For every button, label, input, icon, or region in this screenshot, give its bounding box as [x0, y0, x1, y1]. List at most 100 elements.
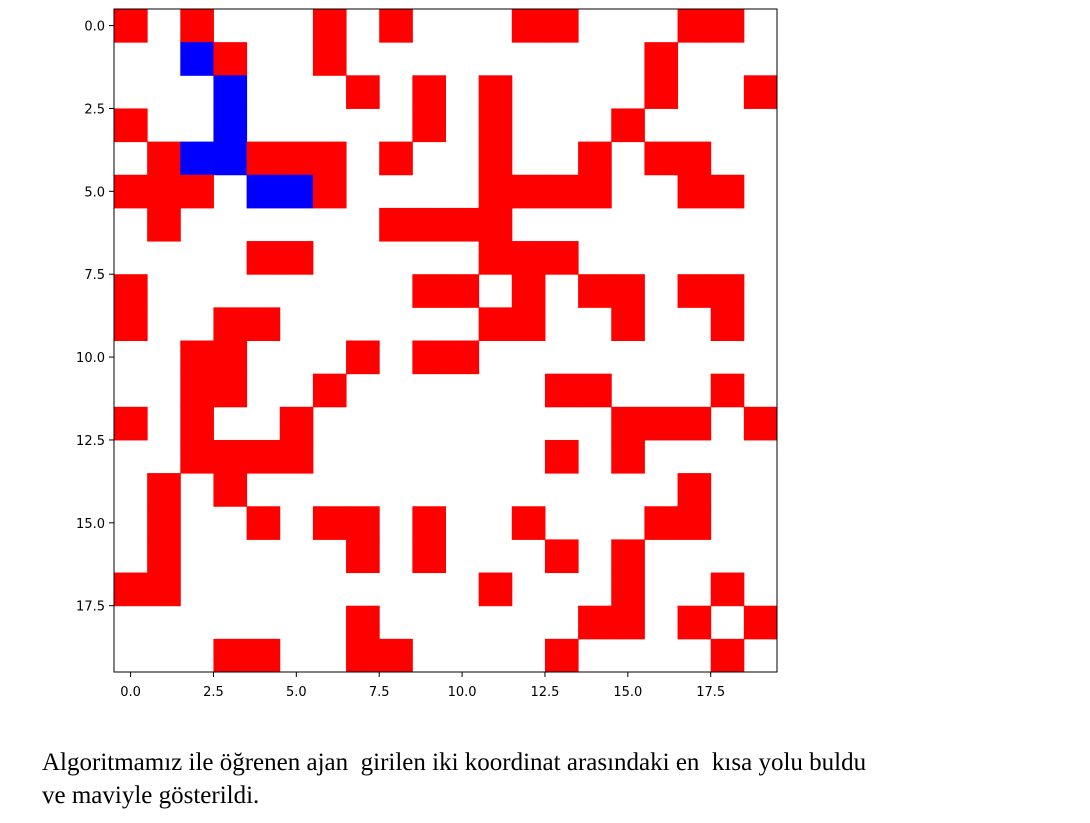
- obstacle-cell-12-2: [180, 406, 214, 441]
- obstacle-cell-3-15: [611, 108, 645, 143]
- x-tick-label: 7.5: [369, 685, 390, 700]
- obstacle-cell-2-19: [743, 75, 778, 109]
- obstacle-cell-13-4: [246, 439, 281, 474]
- obstacle-cell-17-11: [478, 572, 513, 607]
- obstacle-cell-5-11: [478, 174, 513, 209]
- y-tick-label: 12.5: [76, 434, 105, 449]
- obstacle-cell-11-18: [710, 373, 745, 408]
- path-cell-5-4: [246, 174, 281, 209]
- obstacle-cell-0-18: [710, 9, 745, 43]
- x-tick-label: 5.0: [286, 685, 307, 700]
- x-axis: 0.0 2.5 5.0 7.5 10.0 12.5 15.0 17.5: [120, 672, 725, 700]
- obstacle-cell-17-15: [611, 572, 645, 607]
- obstacle-cell-9-4: [246, 307, 281, 341]
- x-tick-label: 17.5: [696, 685, 725, 700]
- y-axis: 0.0 2.5 5.0 7.5 10.0 12.5 15.0 17.5: [76, 20, 114, 615]
- obstacle-cell-9-3: [213, 307, 248, 341]
- obstacle-cell-14-1: [147, 473, 181, 507]
- obstacle-cell-1-16: [644, 42, 679, 76]
- obstacle-cell-8-18: [710, 274, 745, 308]
- obstacle-cell-17-1: [147, 572, 181, 607]
- obstacle-cell-16-13: [544, 539, 579, 574]
- obstacle-cell-11-6: [312, 373, 347, 408]
- obstacle-cell-7-12: [511, 241, 546, 275]
- obstacle-cell-5-1: [147, 174, 181, 209]
- obstacle-cell-0-8: [379, 9, 413, 43]
- obstacle-cell-8-9: [412, 274, 446, 308]
- obstacle-cell-3-11: [478, 108, 513, 143]
- obstacle-cell-4-1: [147, 141, 181, 176]
- obstacle-cell-13-15: [611, 439, 645, 474]
- obstacle-cell-2-16: [644, 75, 679, 109]
- path-cell-4-2: [180, 141, 214, 176]
- obstacle-cell-8-12: [511, 274, 546, 308]
- obstacle-cell-17-18: [710, 572, 745, 607]
- obstacle-cell-19-4: [246, 638, 281, 673]
- obstacle-cell-9-12: [511, 307, 546, 341]
- path-cell-3-3: [213, 108, 248, 143]
- obstacle-cell-9-0: [114, 307, 148, 341]
- obstacle-cell-19-18: [710, 638, 745, 673]
- obstacle-cell-18-7: [346, 605, 380, 640]
- grid-cells: [114, 9, 778, 673]
- path-cell-1-2: [180, 42, 214, 76]
- obstacle-cell-1-3: [213, 42, 248, 76]
- obstacle-cell-8-15: [611, 274, 645, 308]
- y-tick-label: 10.0: [76, 351, 105, 366]
- axes-frame: [113, 8, 778, 673]
- path-cell-2-3: [213, 75, 248, 109]
- obstacle-cell-4-16: [644, 141, 679, 176]
- obstacle-cell-18-15: [611, 605, 645, 640]
- obstacle-cell-0-6: [312, 9, 347, 43]
- obstacle-cell-11-14: [578, 373, 612, 408]
- obstacle-cell-6-1: [147, 207, 181, 242]
- obstacle-cell-2-11: [478, 75, 513, 109]
- x-tick-label: 0.0: [120, 685, 141, 700]
- obstacle-cell-0-13: [544, 9, 579, 43]
- obstacle-cell-9-18: [710, 307, 745, 341]
- obstacle-cell-6-11: [478, 207, 513, 242]
- obstacle-cell-16-9: [412, 539, 446, 574]
- obstacle-cell-16-15: [611, 539, 645, 574]
- obstacle-cell-15-17: [677, 506, 712, 540]
- obstacle-cell-7-11: [478, 241, 513, 275]
- obstacle-cell-17-0: [114, 572, 148, 607]
- obstacle-cell-11-2: [180, 373, 214, 408]
- path-cell-5-5: [279, 174, 314, 209]
- obstacle-cell-10-7: [346, 340, 380, 375]
- obstacle-cell-0-2: [180, 9, 214, 43]
- obstacle-cell-9-15: [611, 307, 645, 341]
- obstacle-cell-15-12: [511, 506, 546, 540]
- obstacle-cell-5-14: [578, 174, 612, 209]
- obstacle-cell-5-6: [312, 174, 347, 209]
- obstacle-cell-14-3: [213, 473, 248, 507]
- obstacle-cell-12-5: [279, 406, 314, 441]
- obstacle-cell-15-16: [644, 506, 679, 540]
- obstacle-cell-13-13: [544, 439, 579, 474]
- obstacle-cell-4-14: [578, 141, 612, 176]
- obstacle-cell-4-8: [379, 141, 413, 176]
- obstacle-cell-10-10: [445, 340, 480, 375]
- obstacle-cell-7-13: [544, 241, 579, 275]
- obstacle-cell-4-4: [246, 141, 281, 176]
- obstacle-cell-15-1: [147, 506, 181, 540]
- y-tick-label: 0.0: [84, 20, 105, 35]
- obstacle-cell-2-9: [412, 75, 446, 109]
- obstacle-cell-8-17: [677, 274, 712, 308]
- obstacle-cell-13-3: [213, 439, 248, 474]
- obstacle-cell-16-7: [346, 539, 380, 574]
- obstacle-cell-4-17: [677, 141, 712, 176]
- obstacle-cell-4-11: [478, 141, 513, 176]
- obstacle-cell-5-13: [544, 174, 579, 209]
- obstacle-cell-5-18: [710, 174, 745, 209]
- obstacle-cell-8-10: [445, 274, 480, 308]
- obstacle-cell-18-17: [677, 605, 712, 640]
- obstacle-cell-16-1: [147, 539, 181, 574]
- obstacle-cell-3-0: [114, 108, 148, 143]
- y-tick-label: 15.0: [76, 517, 105, 532]
- x-tick-label: 12.5: [530, 685, 559, 700]
- obstacle-cell-6-8: [379, 207, 413, 242]
- obstacle-cell-19-8: [379, 638, 413, 673]
- obstacle-cell-15-6: [312, 506, 347, 540]
- obstacle-cell-3-9: [412, 108, 446, 143]
